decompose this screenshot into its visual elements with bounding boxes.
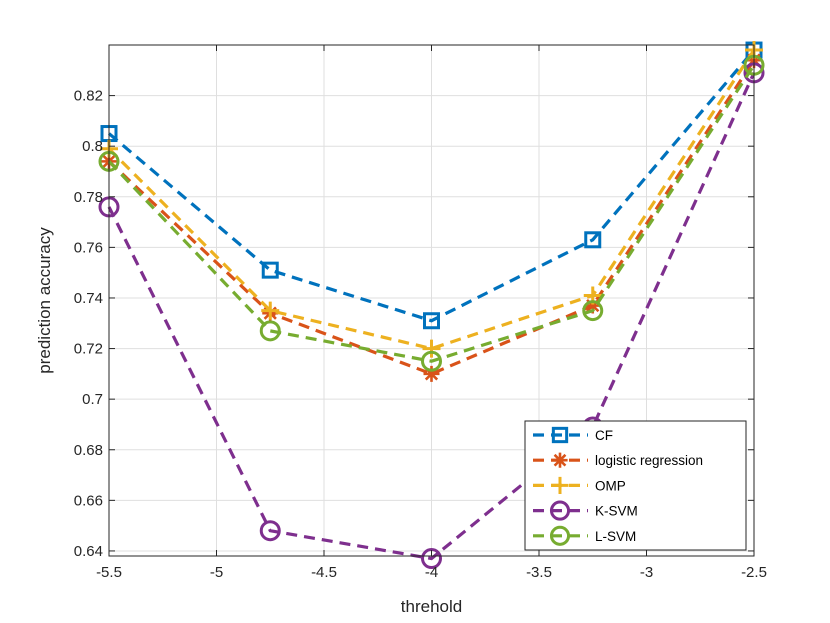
legend-entry: L-SVM: [533, 525, 636, 546]
legend-label: L-SVM: [595, 529, 636, 544]
series-line: [107, 64, 756, 363]
data-point: [552, 452, 568, 468]
y-tick-label: 0.68: [74, 442, 103, 459]
y-tick-label: 0.8: [82, 138, 103, 155]
legend-label: OMP: [595, 478, 626, 493]
y-tick-label: 0.7: [82, 391, 103, 408]
data-point: [551, 426, 569, 444]
y-tick-label: 0.76: [74, 239, 103, 256]
y-tick-label: 0.82: [74, 88, 103, 105]
data-point: [421, 350, 442, 372]
legend-entry: CF: [533, 426, 613, 444]
x-tick-label: -4: [425, 564, 438, 581]
y-tick-label: 0.74: [74, 290, 103, 307]
data-point: [584, 297, 601, 314]
y-tick-label: 0.72: [74, 341, 103, 358]
data-point: [423, 365, 440, 382]
data-point: [549, 525, 571, 546]
data-point: [549, 500, 571, 521]
legend-entry: K-SVM: [533, 500, 638, 521]
x-tick-label: -5.5: [96, 564, 122, 581]
data-point: [423, 312, 440, 330]
x-tick-label: -5: [210, 564, 223, 581]
y-tick-label: 0.78: [74, 189, 103, 206]
y-tick-label: 0.64: [74, 543, 103, 560]
data-point: [551, 476, 569, 494]
series-line: [107, 59, 756, 376]
legend-entry: logistic regression: [533, 452, 703, 468]
legend-label: logistic regression: [595, 453, 703, 468]
data-point: [582, 300, 604, 322]
x-tick-label: -3.5: [526, 564, 552, 581]
series-line: [107, 49, 756, 323]
x-tick-label: -4.5: [311, 564, 337, 581]
data-point: [261, 301, 280, 320]
data-point: [261, 261, 279, 279]
x-tick-label: -2.5: [741, 564, 767, 581]
axis-ticks: -5.5 -5 -4.5 -4 -3.5 -3 -2.5 0.64 0.66 0.68 0.7 0.7…: [74, 45, 767, 581]
data-point: [259, 320, 281, 342]
x-tick-label: -3: [640, 564, 653, 581]
data-point: [584, 231, 602, 249]
x-axis-title: threhold: [401, 597, 462, 616]
y-axis-title: prediction accuracy: [35, 227, 54, 374]
data-point: [422, 339, 441, 358]
y-tick-label: 0.66: [74, 492, 103, 509]
legend: CF logistic regression OMP K-SVM L-SVM: [524, 420, 747, 551]
legend-entry: OMP: [533, 476, 626, 494]
legend-label: CF: [595, 428, 613, 443]
series-line: [107, 72, 756, 561]
legend-label: K-SVM: [595, 504, 638, 519]
data-point: [259, 520, 281, 542]
data-point: [421, 548, 442, 570]
series-line: [107, 49, 756, 351]
